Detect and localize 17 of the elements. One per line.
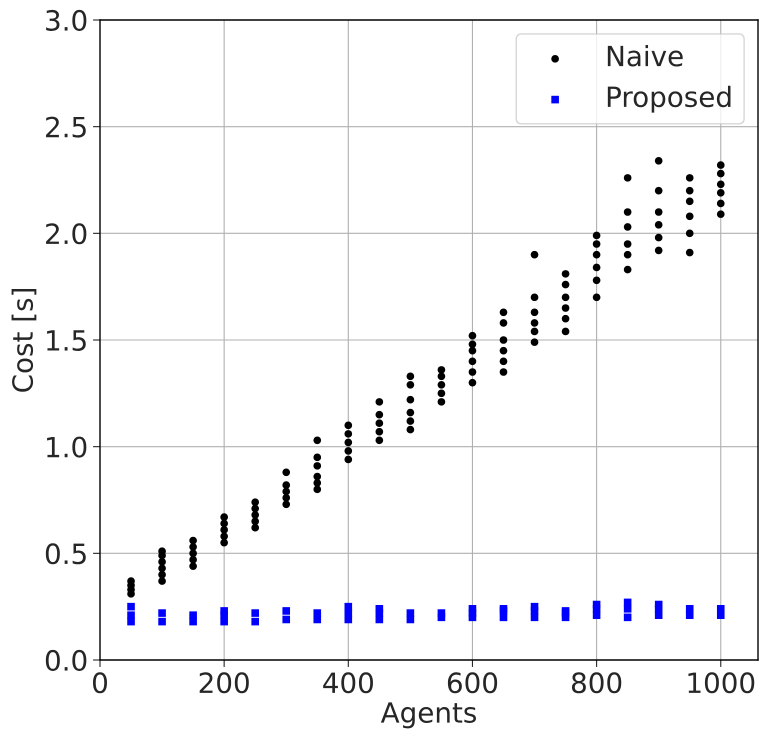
x-tick-label: 600 [448,672,498,694]
x-tick-label: 400 [323,672,373,694]
x-tick-label: 800 [572,672,622,694]
legend-label: Naive [608,45,683,66]
y-tick-label: 3.0 [46,10,86,31]
y-tick-label: 0.5 [46,543,86,564]
y-tick-label: 0.0 [46,650,86,671]
y-tick-label: 1.5 [47,330,86,351]
legend-label: Proposed [608,86,730,113]
x-tick-label: 0 [92,672,107,694]
y-tick-label: 2.5 [46,116,86,138]
x-axis-title: Agents [380,702,476,728]
y-axis-title: Cost [s] [12,289,36,392]
y-tick-label: 2.0 [46,223,86,244]
y-tick-label: 1.0 [47,436,86,458]
x-tick-label: 200 [200,672,249,694]
x-tick-label: 1000 [688,672,754,694]
